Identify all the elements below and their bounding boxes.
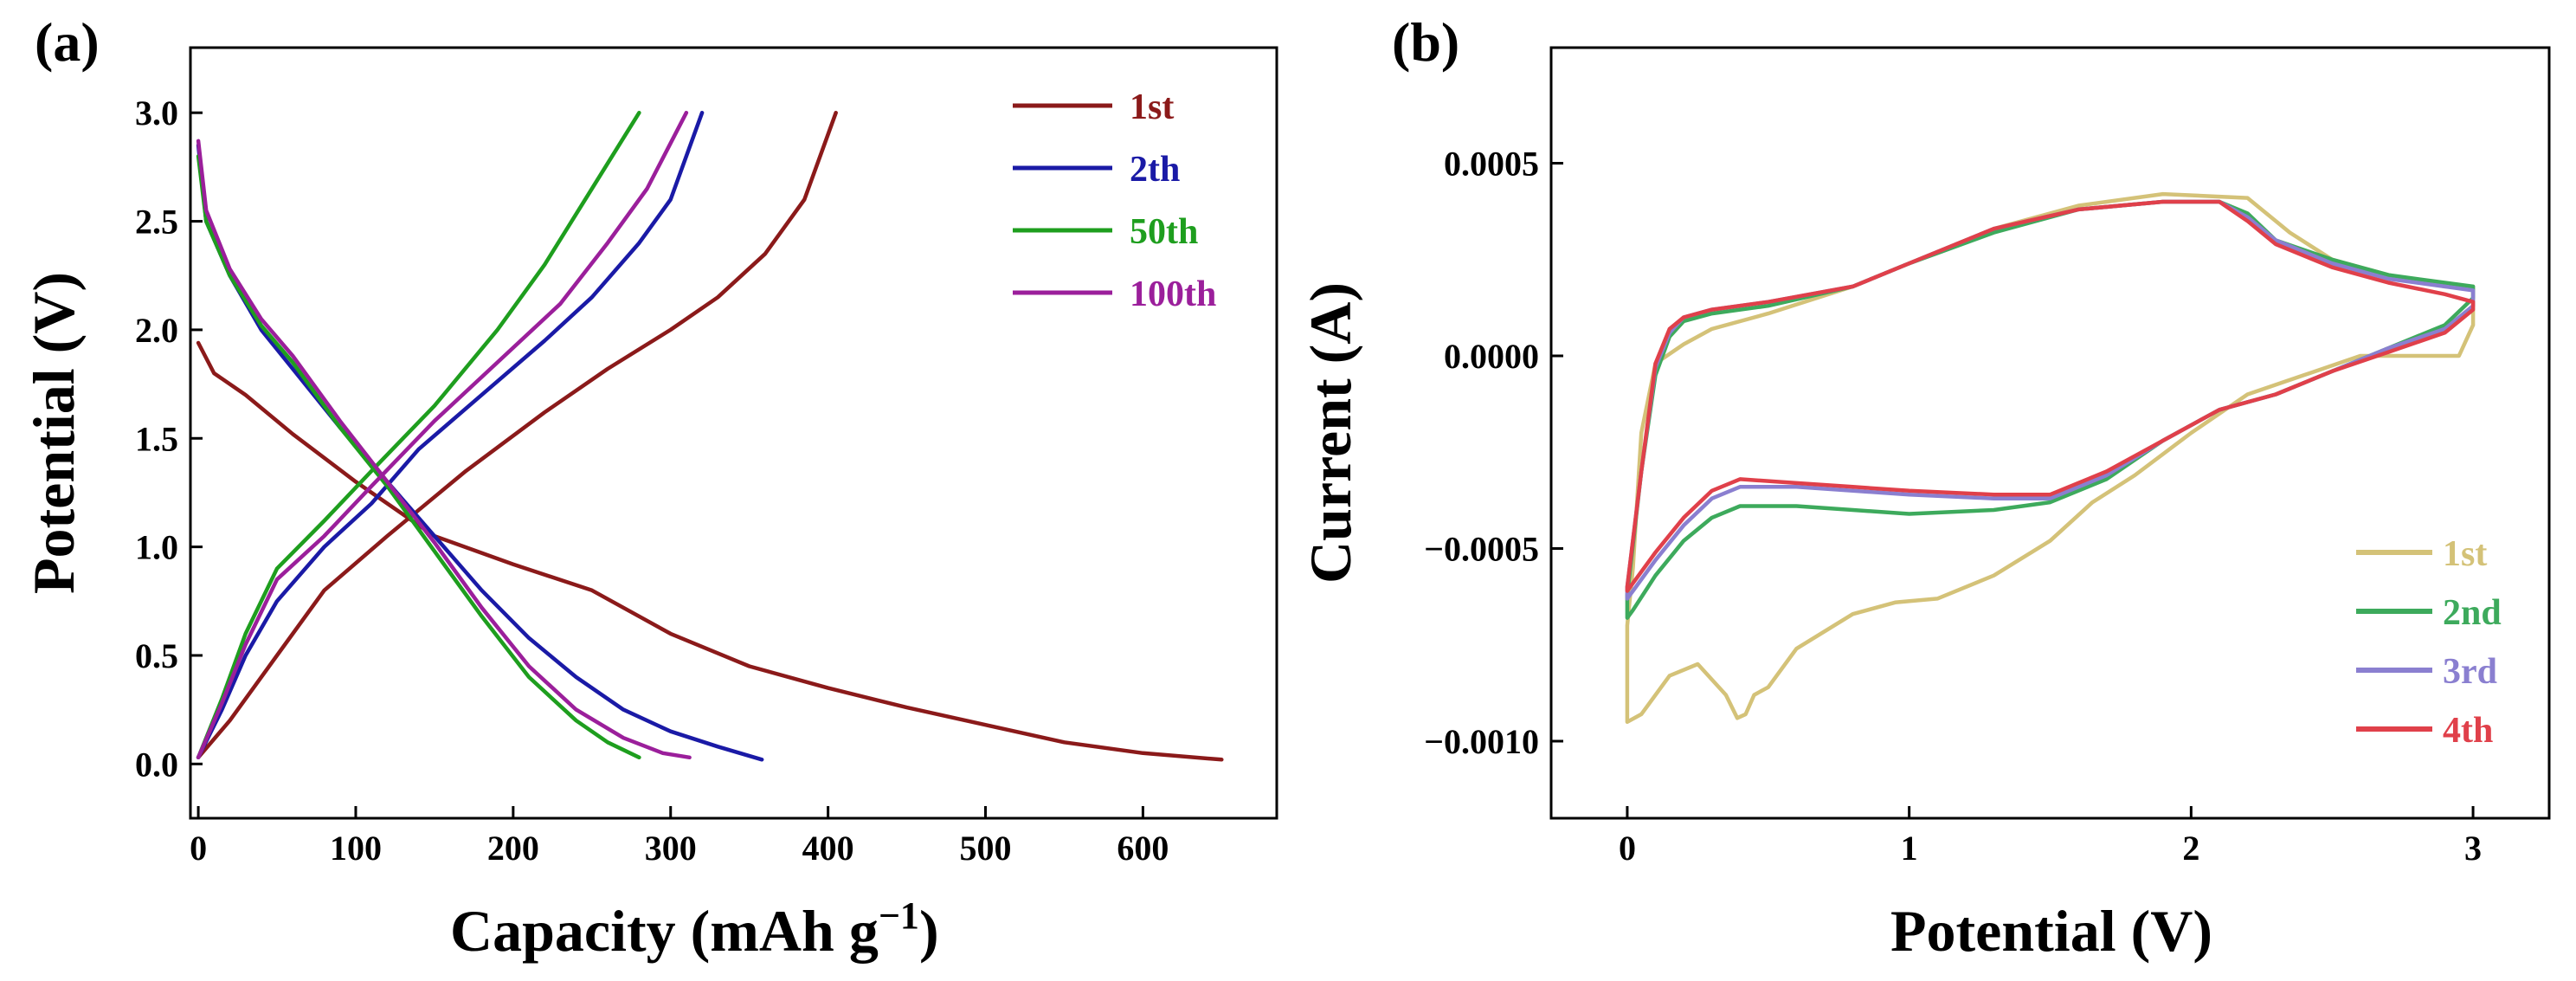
panel-a-series-50th-charge-line <box>196 110 641 760</box>
panel-b-y-axis-title: Current (A) <box>1298 282 1363 584</box>
panel-a-series-group <box>196 110 1224 762</box>
panel-a-series-2th-discharge-line <box>196 143 764 762</box>
panel-a-y-tick-label: 0.0 <box>135 745 178 784</box>
panel-a-x-axis-title-main: Capacity (mAh g <box>450 898 879 964</box>
panel-a-y-tick-label: 2.0 <box>135 311 178 350</box>
panel-a-ticks: 0 100 200 300 400 500 600 0.0 0.5 1.0 1.5 2.0 2.5 3.0 <box>135 94 1169 868</box>
panel-b-series-4th-line <box>1625 199 2476 593</box>
panel-a-legend-label-2th: 2th <box>1130 150 1180 190</box>
panel-a-x-tick-label: 300 <box>645 829 697 868</box>
panel-a-legend-label-100th: 100th <box>1130 274 1216 314</box>
panel-a-plot-frame <box>189 46 1278 820</box>
panel-a-series-1st-charge-line <box>196 110 838 760</box>
panel-a-series-100th-discharge-line <box>196 139 692 760</box>
panel-b-plot-frame <box>1549 46 2551 820</box>
panel-b-x-tick-label: 2 <box>2182 829 2199 868</box>
panel-a-series-50th-discharge-line <box>196 154 641 760</box>
panel-a-y-tick-label: 2.5 <box>135 203 178 242</box>
panel-b-x-tick-label: 3 <box>2464 829 2482 868</box>
panel-b-cyclic-voltammetry: (b) 0 1 2 3 −0.0010 −0.0005 0.0000 0.0005 1st 2n… <box>1298 11 2551 964</box>
panel-a-series-1st-discharge-line <box>196 340 1224 762</box>
panel-b-ticks: 0 1 2 3 −0.0010 −0.0005 0.0000 0.0005 <box>1424 145 2482 868</box>
panel-a-legend-label-50th: 50th <box>1130 212 1198 252</box>
panel-b-y-tick-label: 0.0000 <box>1444 337 1539 376</box>
panel-a-x-tick-label: 100 <box>330 829 382 868</box>
panel-a-y-tick-label: 3.0 <box>135 94 178 132</box>
panel-a-x-axis-title-close: ) <box>919 898 939 964</box>
panel-a-x-tick-label: 200 <box>487 829 539 868</box>
panel-a-label: (a) <box>35 11 100 73</box>
panel-a-x-tick-label: 500 <box>960 829 1012 868</box>
panel-a-y-axis-title: Potential (V) <box>21 272 87 594</box>
panel-b-legend-label-3rd: 3rd <box>2443 652 2497 692</box>
panel-b-label: (b) <box>1392 11 1459 73</box>
panel-b-y-tick-label: −0.0010 <box>1424 722 1539 761</box>
panel-a-x-axis-title-superscript: −1 <box>879 894 919 937</box>
panel-b-x-tick-label: 0 <box>1619 829 1636 868</box>
panel-a-x-axis-title: Capacity (mAh g−1) <box>450 894 939 964</box>
panel-b-y-tick-label: 0.0005 <box>1444 145 1539 184</box>
panel-b-x-tick-label: 1 <box>1901 829 1918 868</box>
panel-b-x-axis-title: Potential (V) <box>1890 898 2212 964</box>
panel-b-legend-label-2nd: 2nd <box>2443 593 2502 633</box>
panel-a-series-100th-charge-line <box>196 110 689 760</box>
panel-a-legend: 1st 2th 50th 100th <box>1013 87 1216 314</box>
panel-b-series-group <box>1625 191 2476 725</box>
panel-a-x-tick-label: 400 <box>802 829 854 868</box>
panel-a-y-tick-label: 1.5 <box>135 419 178 458</box>
panel-a-legend-label-1st: 1st <box>1130 87 1174 127</box>
panel-b-legend-label-1st: 1st <box>2443 534 2487 574</box>
panel-a-x-tick-label: 0 <box>190 829 207 868</box>
panel-b-y-tick-label: −0.0005 <box>1424 530 1539 569</box>
panel-a-y-tick-label: 0.5 <box>135 636 178 675</box>
panel-a-charge-discharge: (a) 0 100 200 300 400 500 600 0.0 0.5 1.0 1.5 2.0 2.… <box>21 11 1278 964</box>
panel-b-legend: 1st 2nd 3rd 4th <box>2356 534 2502 751</box>
panel-a-y-tick-label: 1.0 <box>135 528 178 567</box>
panel-b-legend-label-4th: 4th <box>2443 711 2493 751</box>
panel-a-series-2th-charge-line <box>196 110 705 760</box>
panel-b-series-2nd-line <box>1625 199 2476 620</box>
panel-b-series-1st-line <box>1625 191 2476 725</box>
panel-a-x-tick-label: 600 <box>1117 829 1169 868</box>
